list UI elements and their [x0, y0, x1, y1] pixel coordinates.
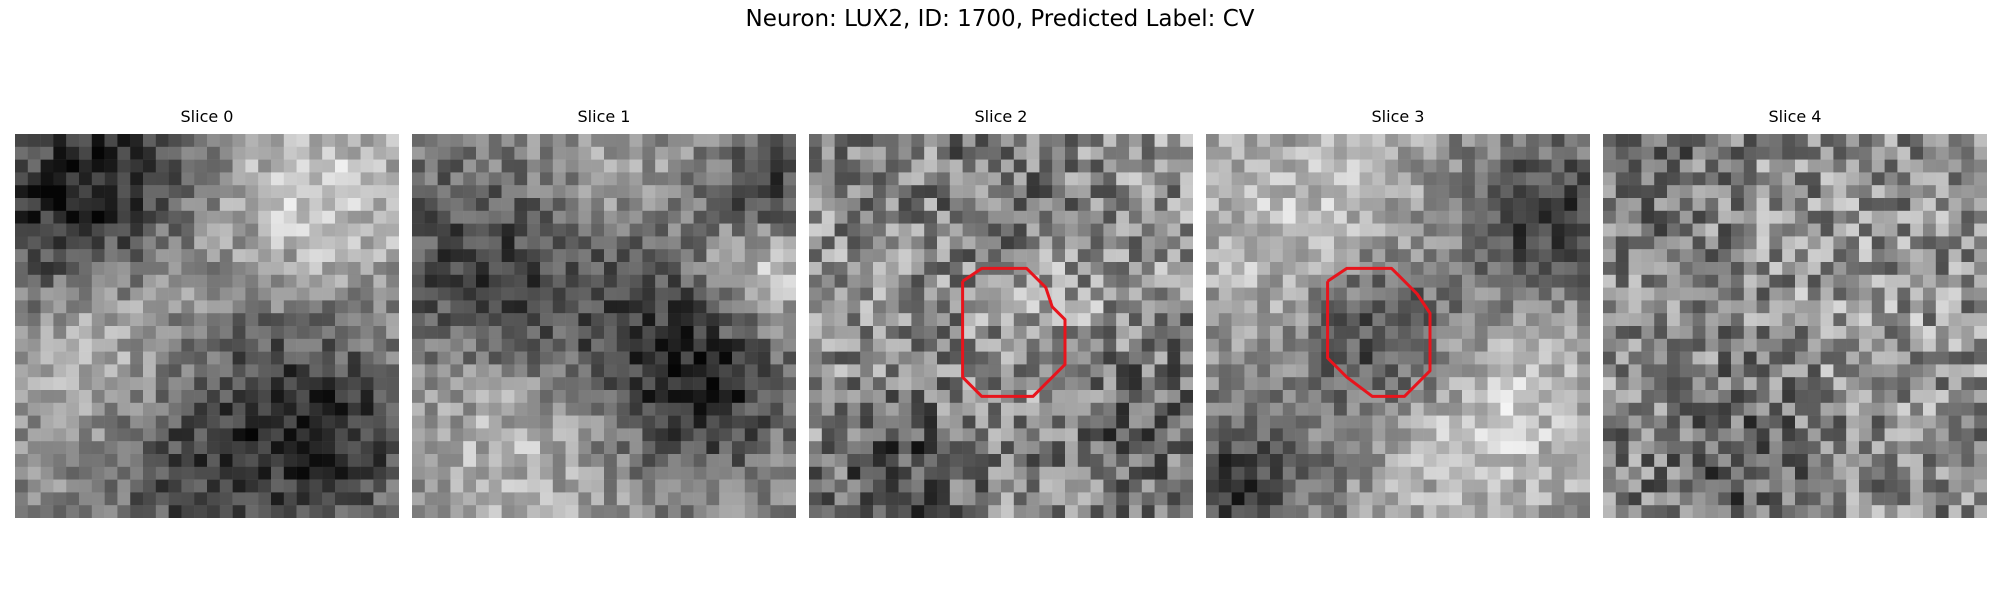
slice-image-3 — [1206, 134, 1590, 518]
slice-image-0 — [15, 134, 399, 518]
slice-title-4: Slice 4 — [1768, 107, 1822, 126]
slice-image-4 — [1603, 134, 1987, 518]
slice-image-2 — [809, 134, 1193, 518]
slice-title-0: Slice 0 — [180, 107, 234, 126]
slice-image-1 — [412, 134, 796, 518]
figure-title: Neuron: LUX2, ID: 1700, Predicted Label:… — [745, 6, 1255, 32]
slice-title-3: Slice 3 — [1371, 107, 1425, 126]
roi-contour-3 — [1328, 268, 1430, 396]
slice-title-2: Slice 2 — [974, 107, 1028, 126]
roi-contour-2 — [963, 268, 1065, 396]
slice-title-1: Slice 1 — [577, 107, 631, 126]
